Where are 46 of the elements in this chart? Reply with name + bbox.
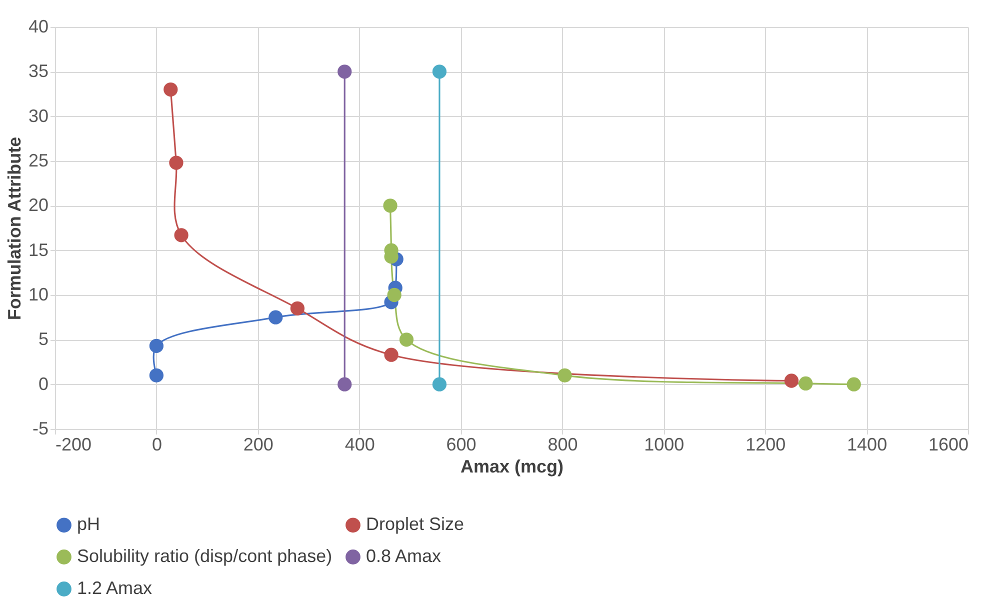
legend-label: 1.2 Amax — [77, 578, 152, 598]
legend-label: 0.8 Amax — [366, 546, 442, 566]
point — [399, 332, 414, 347]
x-tick-label: 400 — [344, 434, 375, 454]
point — [384, 348, 398, 362]
y-tick-label: 0 — [38, 374, 48, 394]
point — [432, 64, 447, 79]
point — [846, 377, 861, 392]
x-tick-label: 1400 — [847, 434, 888, 454]
y-tick-label: -5 — [32, 418, 48, 438]
y-axis-title: Formulation Attribute — [4, 136, 24, 320]
point — [558, 368, 572, 382]
y-tick-label: 10 — [28, 284, 48, 304]
point — [387, 288, 402, 302]
point — [338, 377, 352, 392]
point — [149, 368, 164, 382]
x-tick-label: 1200 — [746, 434, 786, 454]
y-tick-label: 30 — [28, 106, 48, 126]
x-tick-label: 1600 — [928, 434, 968, 454]
x-tick-label: -200 — [56, 434, 92, 454]
y-tick-label: 25 — [28, 150, 48, 170]
point — [164, 82, 178, 97]
point — [338, 64, 352, 79]
x-tick-label: 1000 — [644, 434, 684, 454]
y-tick-label: 15 — [28, 240, 48, 260]
y-tick-label: 35 — [28, 61, 48, 82]
point — [290, 301, 305, 316]
y-tick-label: 40 — [28, 16, 48, 36]
x-tick-label: 0 — [152, 434, 162, 454]
point — [784, 374, 799, 388]
point — [798, 376, 813, 390]
x-tick-label: 600 — [446, 434, 476, 454]
point — [268, 310, 283, 324]
legend-label: Droplet Size — [366, 514, 464, 534]
x-tick-label: 800 — [548, 434, 578, 454]
x-axis-title: Amax (mcg) — [460, 456, 564, 476]
point — [169, 156, 184, 170]
point — [383, 198, 398, 213]
point — [149, 338, 164, 353]
legend-label: Solubility ratio (disp/cont phase) — [77, 546, 332, 566]
y-tick-label: 5 — [38, 329, 48, 350]
y-tick-label: 20 — [28, 195, 48, 216]
x-tick-label: 200 — [243, 434, 274, 454]
legend-label: pH — [77, 514, 100, 534]
point — [174, 228, 188, 242]
point — [432, 377, 447, 392]
